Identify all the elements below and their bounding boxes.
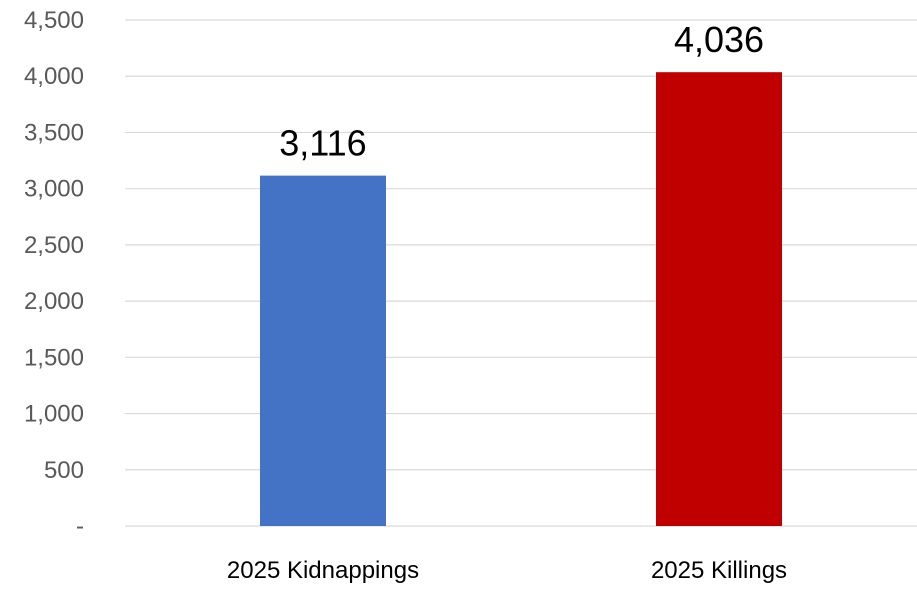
y-axis-tick-labels: - 500 1,000 1,500 2,000 2,500 3,000 3,500 4,000 4… [24, 7, 84, 540]
bar [656, 72, 782, 526]
y-tick-label: 3,500 [24, 119, 84, 146]
data-label: 4,036 [674, 19, 764, 60]
y-tick-label: 2,000 [24, 288, 84, 315]
y-tick-label: 1,500 [24, 344, 84, 371]
x-category-label: 2025 Killings [651, 557, 787, 584]
y-tick-label: 4,500 [24, 7, 84, 34]
gridlines [125, 19, 917, 527]
x-category-label: 2025 Kidnappings [227, 557, 419, 584]
data-labels: 3,116 4,036 [279, 19, 764, 163]
y-tick-label: 500 [44, 457, 84, 484]
y-tick-label: 3,000 [24, 176, 84, 203]
y-tick-label: 4,000 [24, 63, 84, 90]
bars [260, 72, 782, 526]
y-tick-label: - [76, 513, 84, 540]
y-tick-label: 2,500 [24, 232, 84, 259]
data-label: 3,116 [279, 123, 366, 164]
x-axis-category-labels: 2025 Kidnappings 2025 Killings [227, 557, 787, 584]
bar [260, 175, 386, 526]
y-tick-label: 1,000 [24, 401, 84, 428]
